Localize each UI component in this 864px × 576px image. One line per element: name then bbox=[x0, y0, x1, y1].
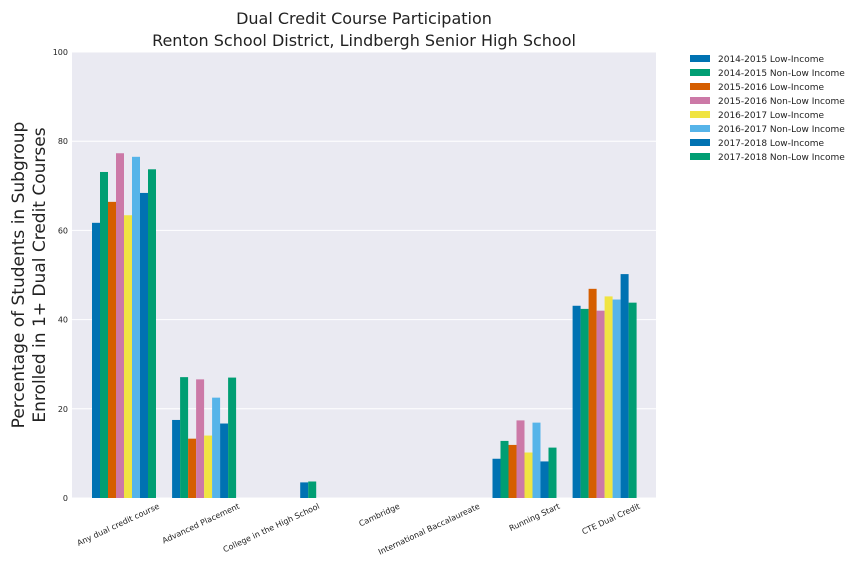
legend-label: 2017-2018 Low-Income bbox=[718, 139, 824, 149]
bar bbox=[92, 222, 100, 498]
bar bbox=[140, 192, 148, 498]
bar bbox=[516, 420, 525, 498]
y-axis-label-line-2: Enrolled in 1+ Dual Credit Courses bbox=[30, 127, 50, 422]
bar bbox=[508, 444, 517, 498]
legend: 2014-2015 Low-Income 2014-2015 Non-Low In… bbox=[690, 55, 845, 163]
bar bbox=[116, 153, 124, 498]
bar bbox=[532, 422, 541, 498]
legend-swatch bbox=[690, 153, 710, 160]
bar bbox=[492, 458, 501, 498]
legend-label: 2015-2016 Non-Low Income bbox=[718, 97, 845, 107]
legend-swatch bbox=[690, 97, 710, 104]
legend-label: 2014-2015 Low-Income bbox=[718, 55, 824, 65]
legend-swatch bbox=[690, 111, 710, 118]
bar bbox=[172, 419, 181, 498]
bar bbox=[228, 377, 237, 498]
chart-subtitle: Renton School District, Lindbergh Senior… bbox=[152, 31, 576, 50]
legend-swatch bbox=[690, 83, 710, 90]
y-tick-labels: 0 20 40 60 80 100 bbox=[53, 48, 68, 503]
bar bbox=[148, 169, 156, 498]
grid-lines bbox=[72, 51, 656, 499]
legend-label: 2015-2016 Low-Income bbox=[718, 83, 824, 93]
y-tick-label: 100 bbox=[53, 48, 68, 57]
bar bbox=[572, 305, 581, 498]
legend-swatch bbox=[690, 55, 710, 62]
x-tick-label: Cambridge bbox=[358, 502, 402, 529]
bar bbox=[300, 482, 309, 498]
legend-label: 2017-2018 Non-Low Income bbox=[718, 153, 845, 163]
bar bbox=[204, 435, 213, 498]
y-tick-label: 20 bbox=[58, 405, 68, 414]
bar bbox=[124, 215, 132, 498]
y-tick-label: 60 bbox=[58, 226, 68, 235]
x-tick-label: Any dual credit course bbox=[76, 502, 161, 548]
x-tick-label: Advanced Placement bbox=[161, 502, 241, 546]
chart-title: Dual Credit Course Participation bbox=[236, 9, 492, 28]
x-tick-labels: Any dual credit course Advanced Placement… bbox=[76, 502, 642, 557]
bar bbox=[188, 438, 197, 498]
bar bbox=[196, 379, 205, 498]
legend-label: 2014-2015 Non-Low Income bbox=[718, 69, 845, 79]
x-tick-label: CTE Dual Credit bbox=[581, 502, 642, 537]
bar bbox=[612, 299, 621, 498]
bar bbox=[596, 310, 605, 498]
bar bbox=[588, 288, 597, 498]
y-tick-label: 40 bbox=[58, 316, 68, 325]
legend-swatch bbox=[690, 69, 710, 76]
bar bbox=[524, 452, 533, 498]
bar bbox=[108, 201, 116, 498]
x-tick-label: Running Start bbox=[508, 502, 562, 533]
bar bbox=[132, 156, 140, 498]
bar bbox=[540, 461, 549, 498]
legend-swatch bbox=[690, 139, 710, 146]
y-tick-label: 0 bbox=[63, 494, 68, 503]
legend-label: 2016-2017 Non-Low Income bbox=[718, 125, 845, 135]
bar bbox=[220, 423, 229, 498]
bar bbox=[548, 447, 557, 498]
bar bbox=[628, 302, 637, 498]
bar bbox=[500, 440, 509, 498]
bar bbox=[620, 274, 629, 498]
bar bbox=[180, 377, 189, 498]
plot-area bbox=[72, 52, 656, 498]
y-tick-label: 80 bbox=[58, 137, 68, 146]
bar bbox=[100, 171, 108, 498]
legend-label: 2016-2017 Low-Income bbox=[718, 111, 824, 121]
bars bbox=[92, 153, 637, 498]
bar bbox=[308, 481, 317, 498]
y-axis-label-line-1: Percentage of Students in Subgroup bbox=[9, 122, 29, 429]
bar bbox=[580, 308, 589, 498]
bar bbox=[604, 296, 613, 498]
bar bbox=[212, 397, 221, 498]
legend-swatch bbox=[690, 125, 710, 132]
